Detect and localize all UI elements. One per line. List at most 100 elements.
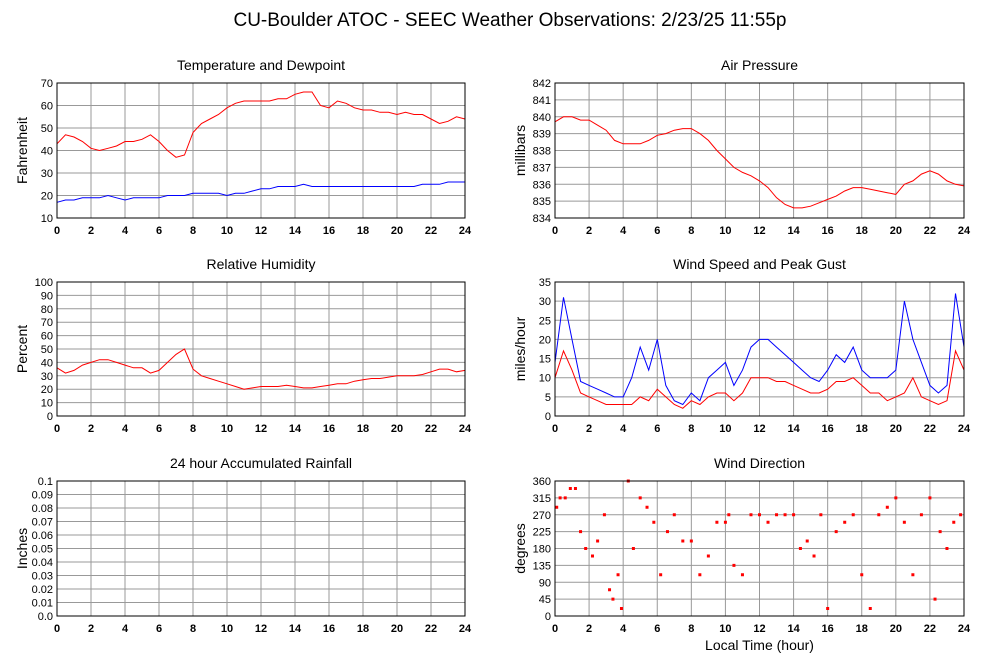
y-tick-label: 40 [41, 146, 53, 158]
data-point [616, 573, 620, 577]
plot-frame [56, 281, 466, 417]
panel-title: 24 hour Accumulated Rainfall [170, 455, 352, 471]
data-point [783, 513, 787, 517]
x-tick-label: 6 [156, 423, 162, 435]
x-tick-label: 2 [88, 225, 94, 237]
x-tick-label: 10 [221, 225, 233, 237]
data-point [665, 530, 669, 534]
data-point [602, 513, 606, 517]
x-tick-label: 8 [688, 225, 694, 237]
data-line [554, 293, 965, 406]
y-tick-label: 15 [539, 354, 551, 366]
y-tick-label: 10 [539, 373, 551, 385]
data-point [732, 563, 736, 567]
data-line [56, 348, 466, 390]
x-tick-label: 22 [425, 623, 437, 635]
x-tick-label: 14 [289, 423, 302, 435]
data-point [645, 505, 649, 509]
x-tick-label: 10 [221, 423, 233, 435]
x-tick-label: 12 [753, 423, 765, 435]
x-tick-label: 16 [323, 423, 335, 435]
data-point [894, 496, 898, 500]
data-point [631, 547, 635, 550]
data-point [860, 573, 864, 577]
y-axis-label: Inches [14, 528, 30, 569]
y-tick-label: 30 [539, 296, 551, 308]
y-tick-label: 360 [533, 476, 551, 488]
y-tick-label: 90 [539, 577, 551, 589]
x-tick-label: 8 [190, 623, 196, 635]
x-tick-label: 0 [552, 623, 558, 635]
data-point [805, 539, 809, 543]
data-point [868, 607, 872, 610]
x-tick-label: 6 [654, 623, 660, 635]
data-point [727, 513, 731, 517]
y-tick-label: 225 [533, 527, 551, 539]
y-tick-label: 0.09 [32, 490, 53, 502]
x-tick-label: 4 [122, 225, 129, 237]
y-tick-label: 835 [533, 196, 551, 208]
data-point [723, 520, 727, 524]
y-axis-label: degrees [512, 523, 528, 574]
x-tick-label: 18 [357, 623, 369, 635]
data-point [715, 520, 719, 524]
y-tick-label: 135 [533, 560, 551, 572]
y-axis-label: miles/hour [512, 316, 528, 381]
y-tick-label: 838 [533, 146, 551, 158]
x-tick-label: 8 [190, 423, 196, 435]
x-tick-label: 18 [357, 225, 369, 237]
x-tick-label: 4 [620, 623, 627, 635]
y-tick-label: 35 [539, 277, 551, 289]
y-tick-label: 0.02 [32, 584, 53, 596]
data-point [596, 539, 600, 543]
plot-frame [56, 82, 466, 219]
y-tick-label: 10 [41, 213, 53, 225]
panel-title: Wind Speed and Peak Gust [673, 256, 846, 272]
data-point [563, 496, 567, 500]
y-tick-label: 0 [545, 611, 551, 623]
data-point [792, 513, 796, 517]
data-point [902, 520, 906, 524]
data-point [911, 573, 915, 577]
data-point [619, 607, 623, 610]
y-tick-label: 315 [533, 493, 551, 505]
y-tick-label: 30 [41, 371, 53, 383]
data-point [945, 547, 949, 550]
x-tick-label: 2 [586, 623, 592, 635]
x-tick-label: 10 [719, 225, 731, 237]
y-tick-label: 180 [533, 544, 551, 556]
x-tick-label: 10 [719, 623, 731, 635]
y-tick-label: 70 [41, 78, 53, 90]
x-tick-label: 24 [459, 623, 472, 635]
x-tick-label: 22 [924, 623, 936, 635]
x-tick-label: 18 [357, 423, 369, 435]
data-point [652, 520, 656, 524]
data-point [843, 520, 847, 524]
x-tick-label: 6 [654, 423, 660, 435]
x-tick-label: 20 [890, 225, 902, 237]
data-line [554, 349, 965, 409]
x-tick-label: 12 [255, 225, 267, 237]
data-point [579, 530, 583, 534]
y-tick-label: 0.06 [32, 530, 53, 542]
data-line [56, 181, 465, 203]
x-tick-label: 6 [654, 225, 660, 237]
data-point [608, 588, 612, 592]
y-axis-label: millibars [512, 125, 528, 176]
x-tick-label: 20 [890, 623, 902, 635]
data-point [573, 487, 577, 490]
x-tick-label: 6 [156, 225, 162, 237]
x-tick-label: 10 [719, 423, 731, 435]
y-tick-label: 0.1 [38, 476, 53, 488]
data-point [938, 530, 942, 534]
x-tick-label: 14 [787, 225, 800, 237]
x-tick-label: 24 [459, 423, 472, 435]
y-tick-label: 0.03 [32, 571, 53, 583]
x-tick-label: 16 [323, 623, 335, 635]
y-tick-label: 60 [41, 331, 53, 343]
y-tick-label: 80 [41, 304, 53, 316]
y-tick-label: 40 [41, 357, 53, 369]
y-tick-label: 20 [41, 384, 53, 396]
x-tick-label: 24 [459, 225, 472, 237]
